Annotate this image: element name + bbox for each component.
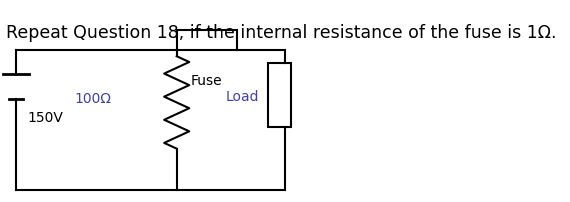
Text: 150V: 150V: [27, 112, 63, 125]
Text: Load: Load: [226, 90, 259, 104]
Bar: [268, 63, 291, 127]
Bar: [177, 29, 237, 50]
Text: Repeat Question 18, if the internal resistance of the fuse is 1Ω.: Repeat Question 18, if the internal resi…: [6, 24, 556, 42]
Text: 100Ω: 100Ω: [74, 92, 111, 106]
Text: Fuse: Fuse: [190, 74, 222, 88]
